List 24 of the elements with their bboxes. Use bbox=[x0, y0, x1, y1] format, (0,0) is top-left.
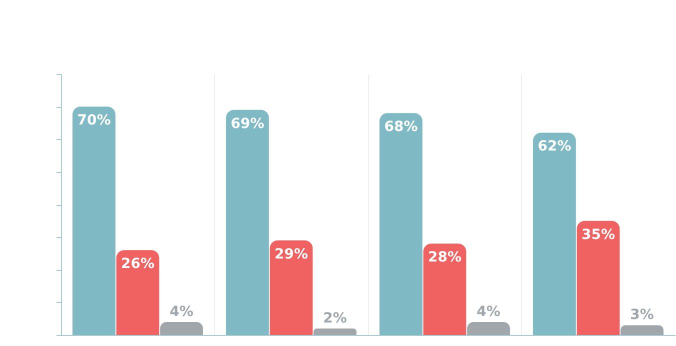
bar bbox=[380, 113, 422, 335]
bar bbox=[160, 322, 203, 335]
data-label: 29% bbox=[274, 246, 308, 262]
data-label: 35% bbox=[581, 226, 616, 243]
data-label: 28% bbox=[428, 250, 462, 266]
data-label: 3% bbox=[630, 307, 654, 324]
data-label: 26% bbox=[120, 256, 155, 272]
bar bbox=[314, 328, 356, 335]
data-label: 68% bbox=[384, 119, 418, 136]
bar bbox=[576, 220, 620, 335]
data-label: 4% bbox=[476, 304, 500, 320]
data-label: 62% bbox=[538, 138, 572, 155]
bar bbox=[467, 322, 510, 335]
bar bbox=[270, 240, 313, 335]
data-label: 4% bbox=[170, 304, 194, 320]
bar bbox=[226, 110, 269, 335]
data-label: 2% bbox=[323, 310, 347, 326]
bar bbox=[620, 325, 664, 335]
bar bbox=[533, 132, 576, 335]
bar bbox=[72, 106, 116, 335]
bar bbox=[116, 250, 160, 335]
data-label: 70% bbox=[77, 112, 111, 129]
bar bbox=[423, 244, 466, 335]
data-label: 69% bbox=[230, 116, 264, 132]
